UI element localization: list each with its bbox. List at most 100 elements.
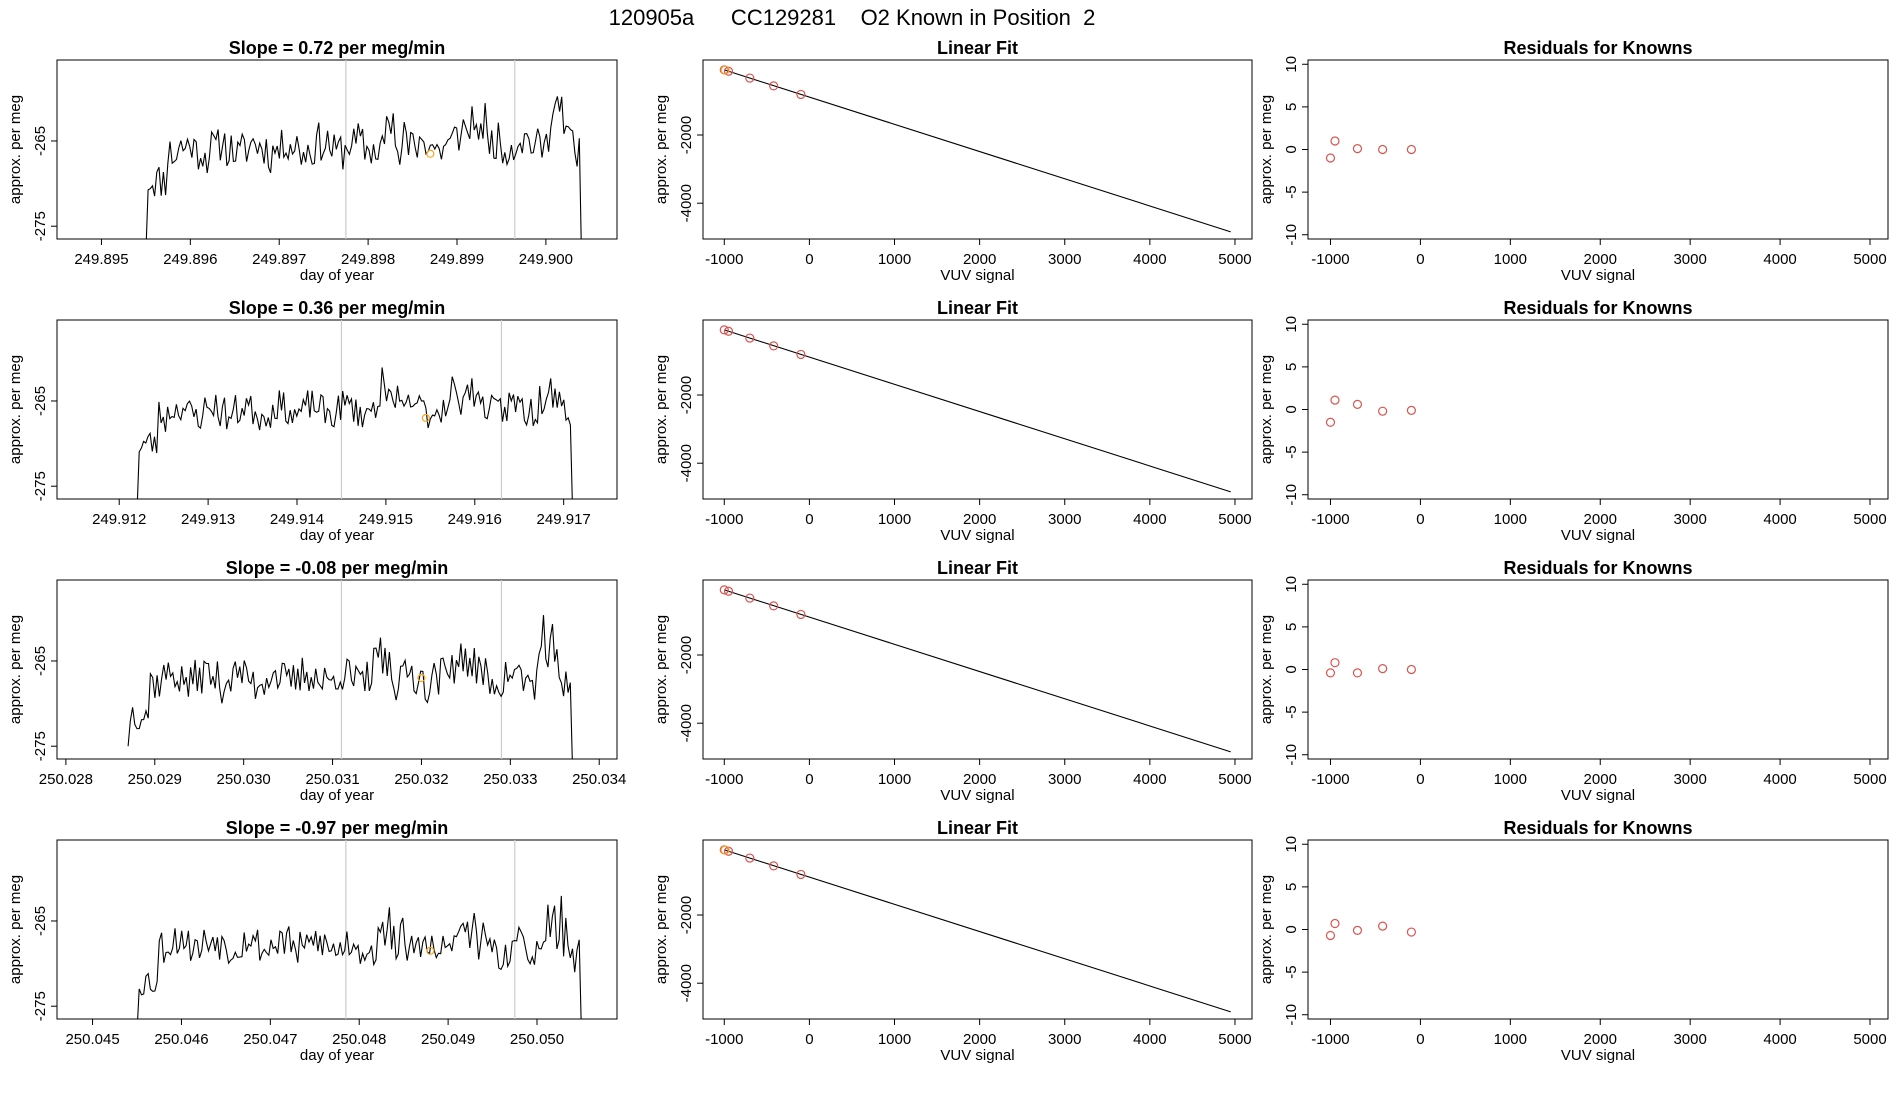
fit-line bbox=[724, 589, 1231, 753]
fit-line bbox=[724, 329, 1231, 493]
data-point bbox=[1378, 406, 1388, 416]
x-tick-label: 0 bbox=[805, 511, 813, 528]
x-axis-label: VUV signal bbox=[940, 787, 1014, 804]
y-tick-label: -275 bbox=[32, 991, 49, 1021]
y-tick-label: -4000 bbox=[678, 184, 695, 222]
y-axis-label: approx. per meg bbox=[7, 95, 24, 204]
x-tick-label: 250.034 bbox=[572, 771, 626, 788]
y-tick-label: -10 bbox=[1283, 744, 1300, 766]
data-point bbox=[796, 869, 806, 880]
data-point bbox=[1325, 417, 1336, 427]
plot-data bbox=[1325, 918, 1417, 941]
x-tick-label: 5000 bbox=[1853, 1031, 1886, 1048]
data-point bbox=[745, 333, 755, 343]
panel-title: Residuals for Knowns bbox=[1503, 558, 1692, 578]
x-tick-label: 249.900 bbox=[519, 251, 573, 268]
data-point bbox=[1330, 918, 1340, 929]
panel-title: Residuals for Knowns bbox=[1503, 298, 1692, 318]
data-point bbox=[1406, 405, 1417, 415]
data-trace bbox=[136, 367, 573, 499]
x-tick-label: 2000 bbox=[963, 251, 996, 268]
x-tick-label: 250.029 bbox=[128, 771, 182, 788]
data-point bbox=[1352, 399, 1363, 409]
panel-title: Slope = 0.36 per meg/min bbox=[229, 298, 446, 318]
x-tick-label: 1000 bbox=[1494, 1031, 1527, 1048]
plot-frame bbox=[702, 839, 1253, 1020]
plot-data bbox=[719, 585, 1231, 753]
data-trace bbox=[137, 895, 582, 1019]
x-tick-label: 5000 bbox=[1218, 251, 1251, 268]
data-point bbox=[1330, 658, 1340, 668]
x-tick-label: 1000 bbox=[878, 511, 911, 528]
highlight-marker bbox=[417, 673, 426, 683]
y-tick-label: -5 bbox=[1283, 445, 1300, 458]
x-axis-label: VUV signal bbox=[1561, 527, 1635, 544]
y-tick-label: 5 bbox=[1283, 103, 1300, 111]
x-axis-label: VUV signal bbox=[1561, 1047, 1635, 1064]
x-tick-label: 3000 bbox=[1048, 511, 1081, 528]
y-tick-label: 0 bbox=[1283, 925, 1300, 933]
x-tick-label: 5000 bbox=[1853, 771, 1886, 788]
data-point bbox=[769, 81, 779, 91]
plot-frame bbox=[702, 59, 1253, 240]
x-tick-label: 5000 bbox=[1218, 1031, 1251, 1048]
y-tick-label: 10 bbox=[1283, 576, 1300, 593]
y-tick-label: -265 bbox=[32, 646, 49, 676]
x-tick-label: 249.914 bbox=[270, 511, 324, 528]
data-point bbox=[1352, 668, 1363, 678]
x-tick-label: -1000 bbox=[1311, 771, 1349, 788]
y-axis-label: approx. per meg bbox=[7, 875, 24, 984]
x-tick-label: 3000 bbox=[1673, 511, 1706, 528]
x-tick-label: 1000 bbox=[1494, 511, 1527, 528]
x-tick-label: -1000 bbox=[705, 1031, 743, 1048]
data-trace bbox=[145, 96, 582, 239]
x-tick-label: 3000 bbox=[1673, 251, 1706, 268]
plot-data bbox=[719, 65, 1231, 233]
y-tick-label: 5 bbox=[1283, 363, 1300, 371]
x-tick-label: 1000 bbox=[1494, 771, 1527, 788]
x-tick-label: 250.048 bbox=[332, 1031, 386, 1048]
plot-data bbox=[1325, 136, 1417, 163]
x-tick-label: 249.899 bbox=[430, 251, 484, 268]
x-tick-label: 1000 bbox=[1494, 251, 1527, 268]
y-tick-label: -4000 bbox=[678, 704, 695, 742]
y-axis-label: approx. per meg bbox=[653, 355, 670, 464]
plot-frame bbox=[56, 579, 618, 760]
x-tick-label: 2000 bbox=[1584, 771, 1617, 788]
y-tick-label: -4000 bbox=[678, 444, 695, 482]
y-axis-label: approx. per meg bbox=[653, 875, 670, 984]
plot-data bbox=[127, 580, 573, 759]
x-tick-label: 0 bbox=[805, 251, 813, 268]
x-tick-label: 250.047 bbox=[243, 1031, 297, 1048]
plot-data bbox=[1325, 658, 1417, 678]
x-tick-label: 250.030 bbox=[217, 771, 271, 788]
plot-frame bbox=[1307, 319, 1889, 500]
x-axis-label: VUV signal bbox=[1561, 267, 1635, 284]
y-tick-label: -10 bbox=[1283, 224, 1300, 246]
panel-r1c3: Residuals for Knowns -1000 0 1000 2000 3000 40… bbox=[1258, 38, 1889, 284]
panel-r4c2: Linear Fit -1000 0 1000 2000 3000 4000 5000 VUV … bbox=[653, 818, 1253, 1064]
panel-title: Residuals for Knowns bbox=[1503, 38, 1692, 58]
x-tick-label: 4000 bbox=[1133, 251, 1166, 268]
plot-data bbox=[719, 845, 1231, 1013]
x-tick-label: 250.033 bbox=[483, 771, 537, 788]
y-tick-label: -5 bbox=[1283, 965, 1300, 978]
x-tick-label: 250.032 bbox=[394, 771, 448, 788]
data-point bbox=[1325, 930, 1336, 941]
x-tick-label: 5000 bbox=[1853, 511, 1886, 528]
y-tick-label: -275 bbox=[32, 471, 49, 501]
x-tick-label: -1000 bbox=[1311, 251, 1349, 268]
x-tick-label: 249.898 bbox=[341, 251, 395, 268]
plot-frame bbox=[702, 579, 1253, 760]
x-tick-label: 4000 bbox=[1133, 771, 1166, 788]
plot-frame bbox=[1307, 59, 1889, 240]
plot-data bbox=[136, 320, 573, 499]
y-axis-label: approx. per meg bbox=[1258, 615, 1275, 724]
data-point bbox=[1330, 395, 1340, 405]
panel-r4c1: Slope = -0.97 per meg/min 250.045 250.046 2… bbox=[7, 818, 618, 1064]
y-axis-label: approx. per meg bbox=[1258, 355, 1275, 464]
panel-r2c1: Slope = 0.36 per meg/min 249.912 249.913 24… bbox=[7, 298, 618, 544]
x-tick-label: 2000 bbox=[963, 771, 996, 788]
x-tick-label: 249.895 bbox=[74, 251, 128, 268]
